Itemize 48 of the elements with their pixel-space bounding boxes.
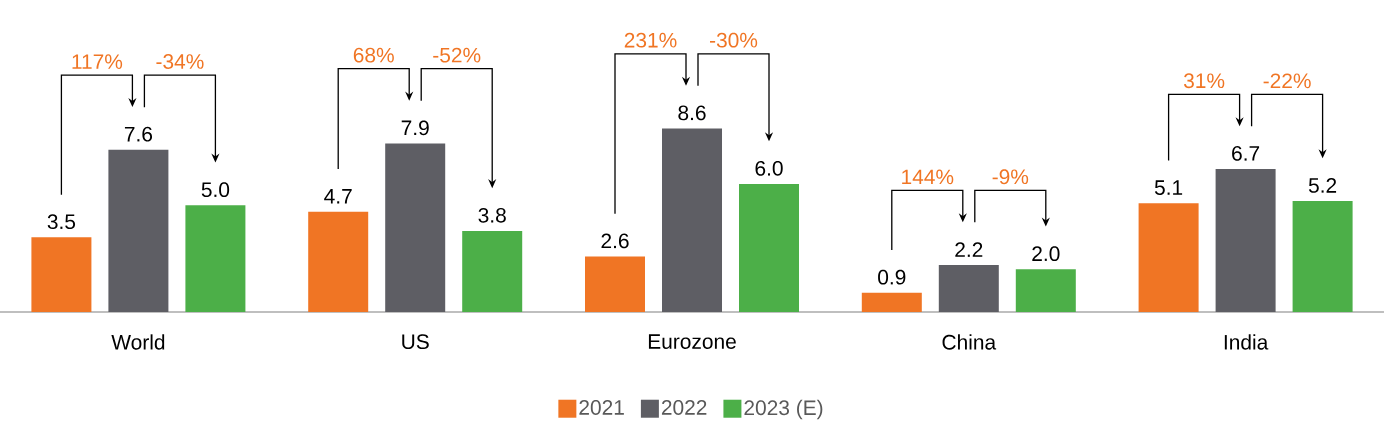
annotation: -9% [992, 169, 1029, 185]
text: 231% [624, 32, 677, 48]
data-label: 6.0 [755, 160, 783, 176]
data-label: 6.7 [1232, 146, 1260, 161]
x-tick-label: India [1224, 334, 1269, 350]
data-label: 8.6 [678, 105, 706, 121]
data-label: 2.2 [955, 242, 983, 257]
data-label: 2.6 [601, 233, 629, 249]
bar [1215, 169, 1276, 312]
bar [31, 237, 92, 312]
bar [385, 143, 446, 312]
data-label: 4.7 [324, 189, 352, 204]
x-tick-label: US [402, 334, 429, 350]
legend-label: 2023 (E) [744, 399, 823, 420]
annotation: 144% [902, 169, 954, 185]
text: 117% [72, 54, 123, 69]
bar [938, 265, 999, 312]
data-label: 3.8 [478, 207, 506, 223]
bar [739, 183, 800, 312]
data-label: 2.0 [1032, 246, 1060, 262]
x-tick-label: Eurozone [648, 334, 736, 349]
text: -34% [156, 54, 204, 69]
bar [1015, 269, 1076, 312]
data-label: 5.0 [201, 182, 230, 198]
legend-label: 2022 [661, 400, 707, 415]
data-label: 3.5 [47, 214, 76, 230]
bar [1292, 201, 1353, 312]
x-tick-label: World [111, 334, 165, 350]
bar [662, 128, 723, 312]
text: -22% [1263, 73, 1311, 89]
text: -52% [433, 47, 481, 63]
text: 31% [1183, 73, 1225, 89]
x-tick-label: China [942, 334, 997, 350]
bar [308, 211, 369, 312]
legend-label: 2021 [579, 400, 624, 415]
data-label: 7.9 [401, 120, 429, 136]
bar [462, 230, 523, 312]
bar [108, 149, 169, 312]
bar [1138, 203, 1199, 312]
data-label: 0.9 [878, 269, 906, 285]
bar [861, 292, 922, 312]
bar [585, 256, 645, 312]
bar [185, 205, 246, 312]
data-label: 5.2 [1308, 178, 1337, 193]
data-label: 5.1 [1154, 180, 1183, 195]
text: -30% [710, 32, 758, 48]
data-label: 7.6 [124, 126, 153, 142]
text: 68% [353, 47, 394, 63]
